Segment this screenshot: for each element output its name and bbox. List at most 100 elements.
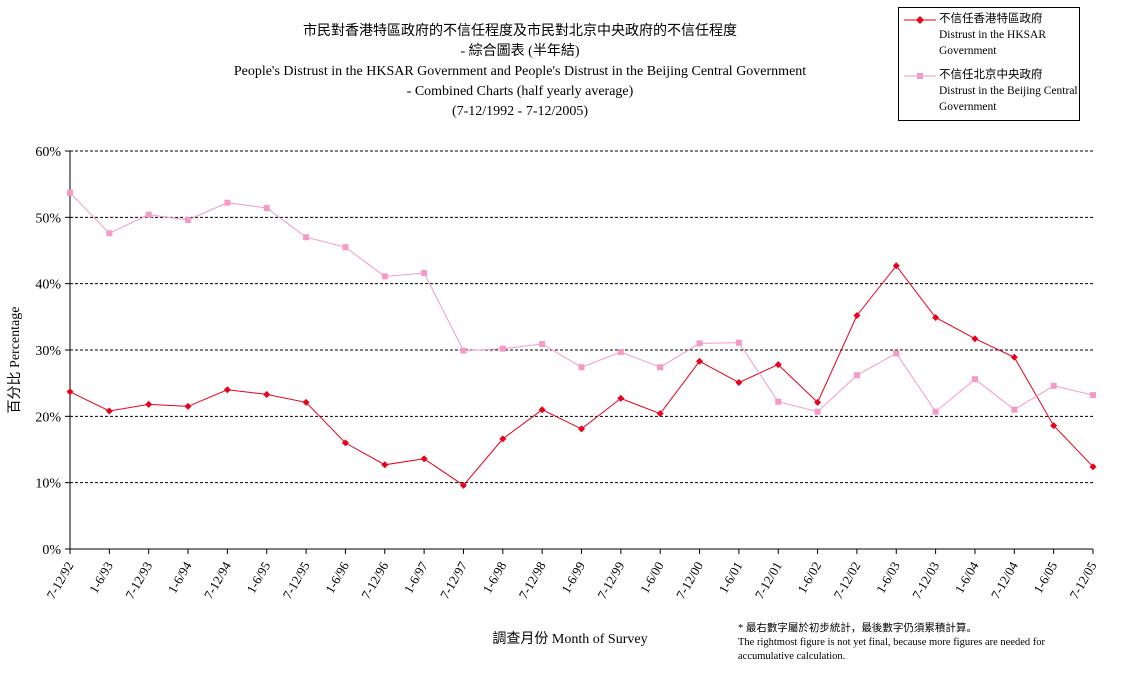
x-tick-label: 1-6/01 <box>716 559 746 596</box>
legend-entry-beijing: 不信任北京中央政府 Distrust in the Beijing Centra… <box>903 67 1079 121</box>
x-tick-label: 1-6/94 <box>165 559 195 596</box>
y-tick-label: 50% <box>35 211 61 226</box>
data-point-hksar <box>459 481 467 489</box>
data-point-beijing <box>814 408 821 415</box>
data-point-beijing <box>657 364 664 371</box>
legend-label-hksar-en2: Government <box>939 45 997 57</box>
data-point-hksar <box>656 410 664 418</box>
data-point-hksar <box>184 402 192 410</box>
data-point-hksar <box>499 435 507 443</box>
data-point-hksar <box>853 312 861 320</box>
series-line-0 <box>69 264 1094 486</box>
data-point-hksar <box>971 335 979 343</box>
data-point-hksar <box>932 313 940 321</box>
chart-title-block: 市民對香港特區政府的不信任程度及市民對北京中央政府的不信任程度 - 綜合圖表 (… <box>150 22 890 122</box>
y-tick-label: 60% <box>35 145 61 160</box>
legend-marker-beijing <box>904 73 936 79</box>
data-point-beijing <box>499 345 506 352</box>
data-point-beijing <box>381 273 388 280</box>
data-point-hksar <box>1089 463 1097 471</box>
chart-legend: 不信任香港特區政府 Distrust in the HKSAR Governme… <box>898 7 1080 121</box>
data-point-hksar <box>578 425 585 433</box>
data-point-beijing <box>67 189 73 196</box>
data-point-beijing <box>145 211 152 218</box>
data-point-hksar <box>263 390 271 398</box>
chart-title-en-line2: - Combined Charts (half yearly average) <box>406 84 634 99</box>
data-point-beijing <box>421 270 428 277</box>
chart-subtitle: (7-12/1992 - 7-12/2005) <box>451 104 589 119</box>
data-point-beijing <box>263 205 270 212</box>
data-point-hksar <box>223 386 231 394</box>
footnote-line3: accumulative calculation. <box>738 651 846 662</box>
data-point-beijing <box>1011 406 1018 413</box>
chart-title: 市民對香港特區政府的不信任程度及市民對北京中央政府的不信任程度 <box>303 24 737 39</box>
data-point-hksar <box>420 455 428 463</box>
data-point-beijing <box>185 216 192 223</box>
data-point-beijing <box>853 372 860 379</box>
data-point-beijing <box>775 398 782 405</box>
data-point-beijing <box>932 408 939 415</box>
x-tick-label: 1-6/95 <box>243 559 273 596</box>
data-point-hksar <box>774 361 782 369</box>
data-point-hksar <box>66 388 74 396</box>
x-tick-label: 7-12/03 <box>909 559 942 602</box>
x-tick-label: 7-12/95 <box>279 559 312 602</box>
data-point-beijing <box>578 364 585 371</box>
x-tick-label: 7-12/02 <box>830 559 863 602</box>
data-point-beijing <box>342 244 349 251</box>
data-point-beijing <box>971 376 978 383</box>
data-point-hksar <box>145 400 153 408</box>
data-point-hksar <box>538 406 546 414</box>
x-tick-label: 7-12/97 <box>437 559 470 602</box>
footnote-line1: * 最右數字屬於初步統計，最後數字仍須累積計算。 <box>738 623 977 634</box>
data-point-hksar <box>1010 353 1018 361</box>
y-axis-label: 百分比 Percentage <box>8 306 23 414</box>
footnote: * 最右數字屬於初步統計，最後數字仍須累積計算。 The rightmost f… <box>738 622 1045 664</box>
data-point-hksar <box>617 394 625 402</box>
chart-title-en-line1: People's Distrust in the HKSAR Governmen… <box>233 64 807 79</box>
legend-marker-hksar <box>904 16 936 24</box>
data-point-hksar <box>696 357 704 365</box>
data-point-hksar <box>341 439 349 447</box>
x-tick-label: 1-6/00 <box>637 559 667 596</box>
x-tick-label: 1-6/04 <box>952 559 982 596</box>
x-tick-label: 1-6/93 <box>86 559 116 596</box>
data-point-beijing <box>460 347 467 354</box>
data-point-beijing <box>1050 382 1057 389</box>
legend-label-hksar: 不信任香港特區政府 <box>939 13 1043 25</box>
data-point-hksar <box>302 398 310 406</box>
x-tick-label: 7-12/04 <box>988 559 1021 602</box>
data-point-beijing <box>696 340 703 347</box>
x-tick-label: 1-6/97 <box>401 559 431 596</box>
x-tick-label: 7-12/98 <box>516 559 549 602</box>
x-tick-label: 1-6/96 <box>322 559 352 596</box>
legend-label-beijing-en2: Government <box>939 101 997 113</box>
data-point-hksar <box>814 398 822 406</box>
data-point-hksar <box>735 379 743 387</box>
x-tick-label: 7-12/99 <box>594 559 627 602</box>
data-point-beijing <box>1090 392 1096 399</box>
x-tick-label: 7-12/00 <box>673 559 706 602</box>
data-point-beijing <box>893 350 900 357</box>
x-tick-label: 7-12/05 <box>1066 559 1099 602</box>
y-tick-label: 20% <box>35 410 61 425</box>
chart-title-line2: - 綜合圖表 (半年結) <box>460 44 580 59</box>
data-point-beijing <box>617 348 624 355</box>
x-tick-label: 7-12/93 <box>122 559 155 602</box>
x-tick-label: 1-6/05 <box>1030 559 1060 596</box>
data-point-beijing <box>106 230 113 237</box>
x-tick-label: 7-12/96 <box>358 559 391 602</box>
data-point-hksar <box>1050 422 1058 430</box>
x-tick-label: 7-12/01 <box>752 559 785 602</box>
x-tick-label: 7-12/94 <box>201 559 234 602</box>
data-point-hksar <box>381 461 389 469</box>
data-point-hksar <box>105 407 113 415</box>
data-point-beijing <box>539 341 546 348</box>
data-point-hksar <box>892 262 900 270</box>
x-tick-label: 1-6/99 <box>558 559 588 596</box>
x-tick-label: 1-6/02 <box>794 559 824 596</box>
data-point-beijing <box>303 234 310 241</box>
legend-label-hksar-en1: Distrust in the HKSAR <box>939 29 1047 41</box>
data-point-beijing <box>735 339 742 346</box>
